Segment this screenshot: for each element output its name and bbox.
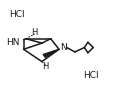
Text: HCl: HCl — [9, 10, 24, 19]
Polygon shape — [43, 49, 59, 57]
Text: N: N — [60, 43, 67, 52]
Text: HCl: HCl — [83, 71, 99, 80]
Text: HN: HN — [6, 38, 20, 47]
Text: H: H — [42, 62, 49, 71]
Text: H: H — [32, 28, 38, 37]
